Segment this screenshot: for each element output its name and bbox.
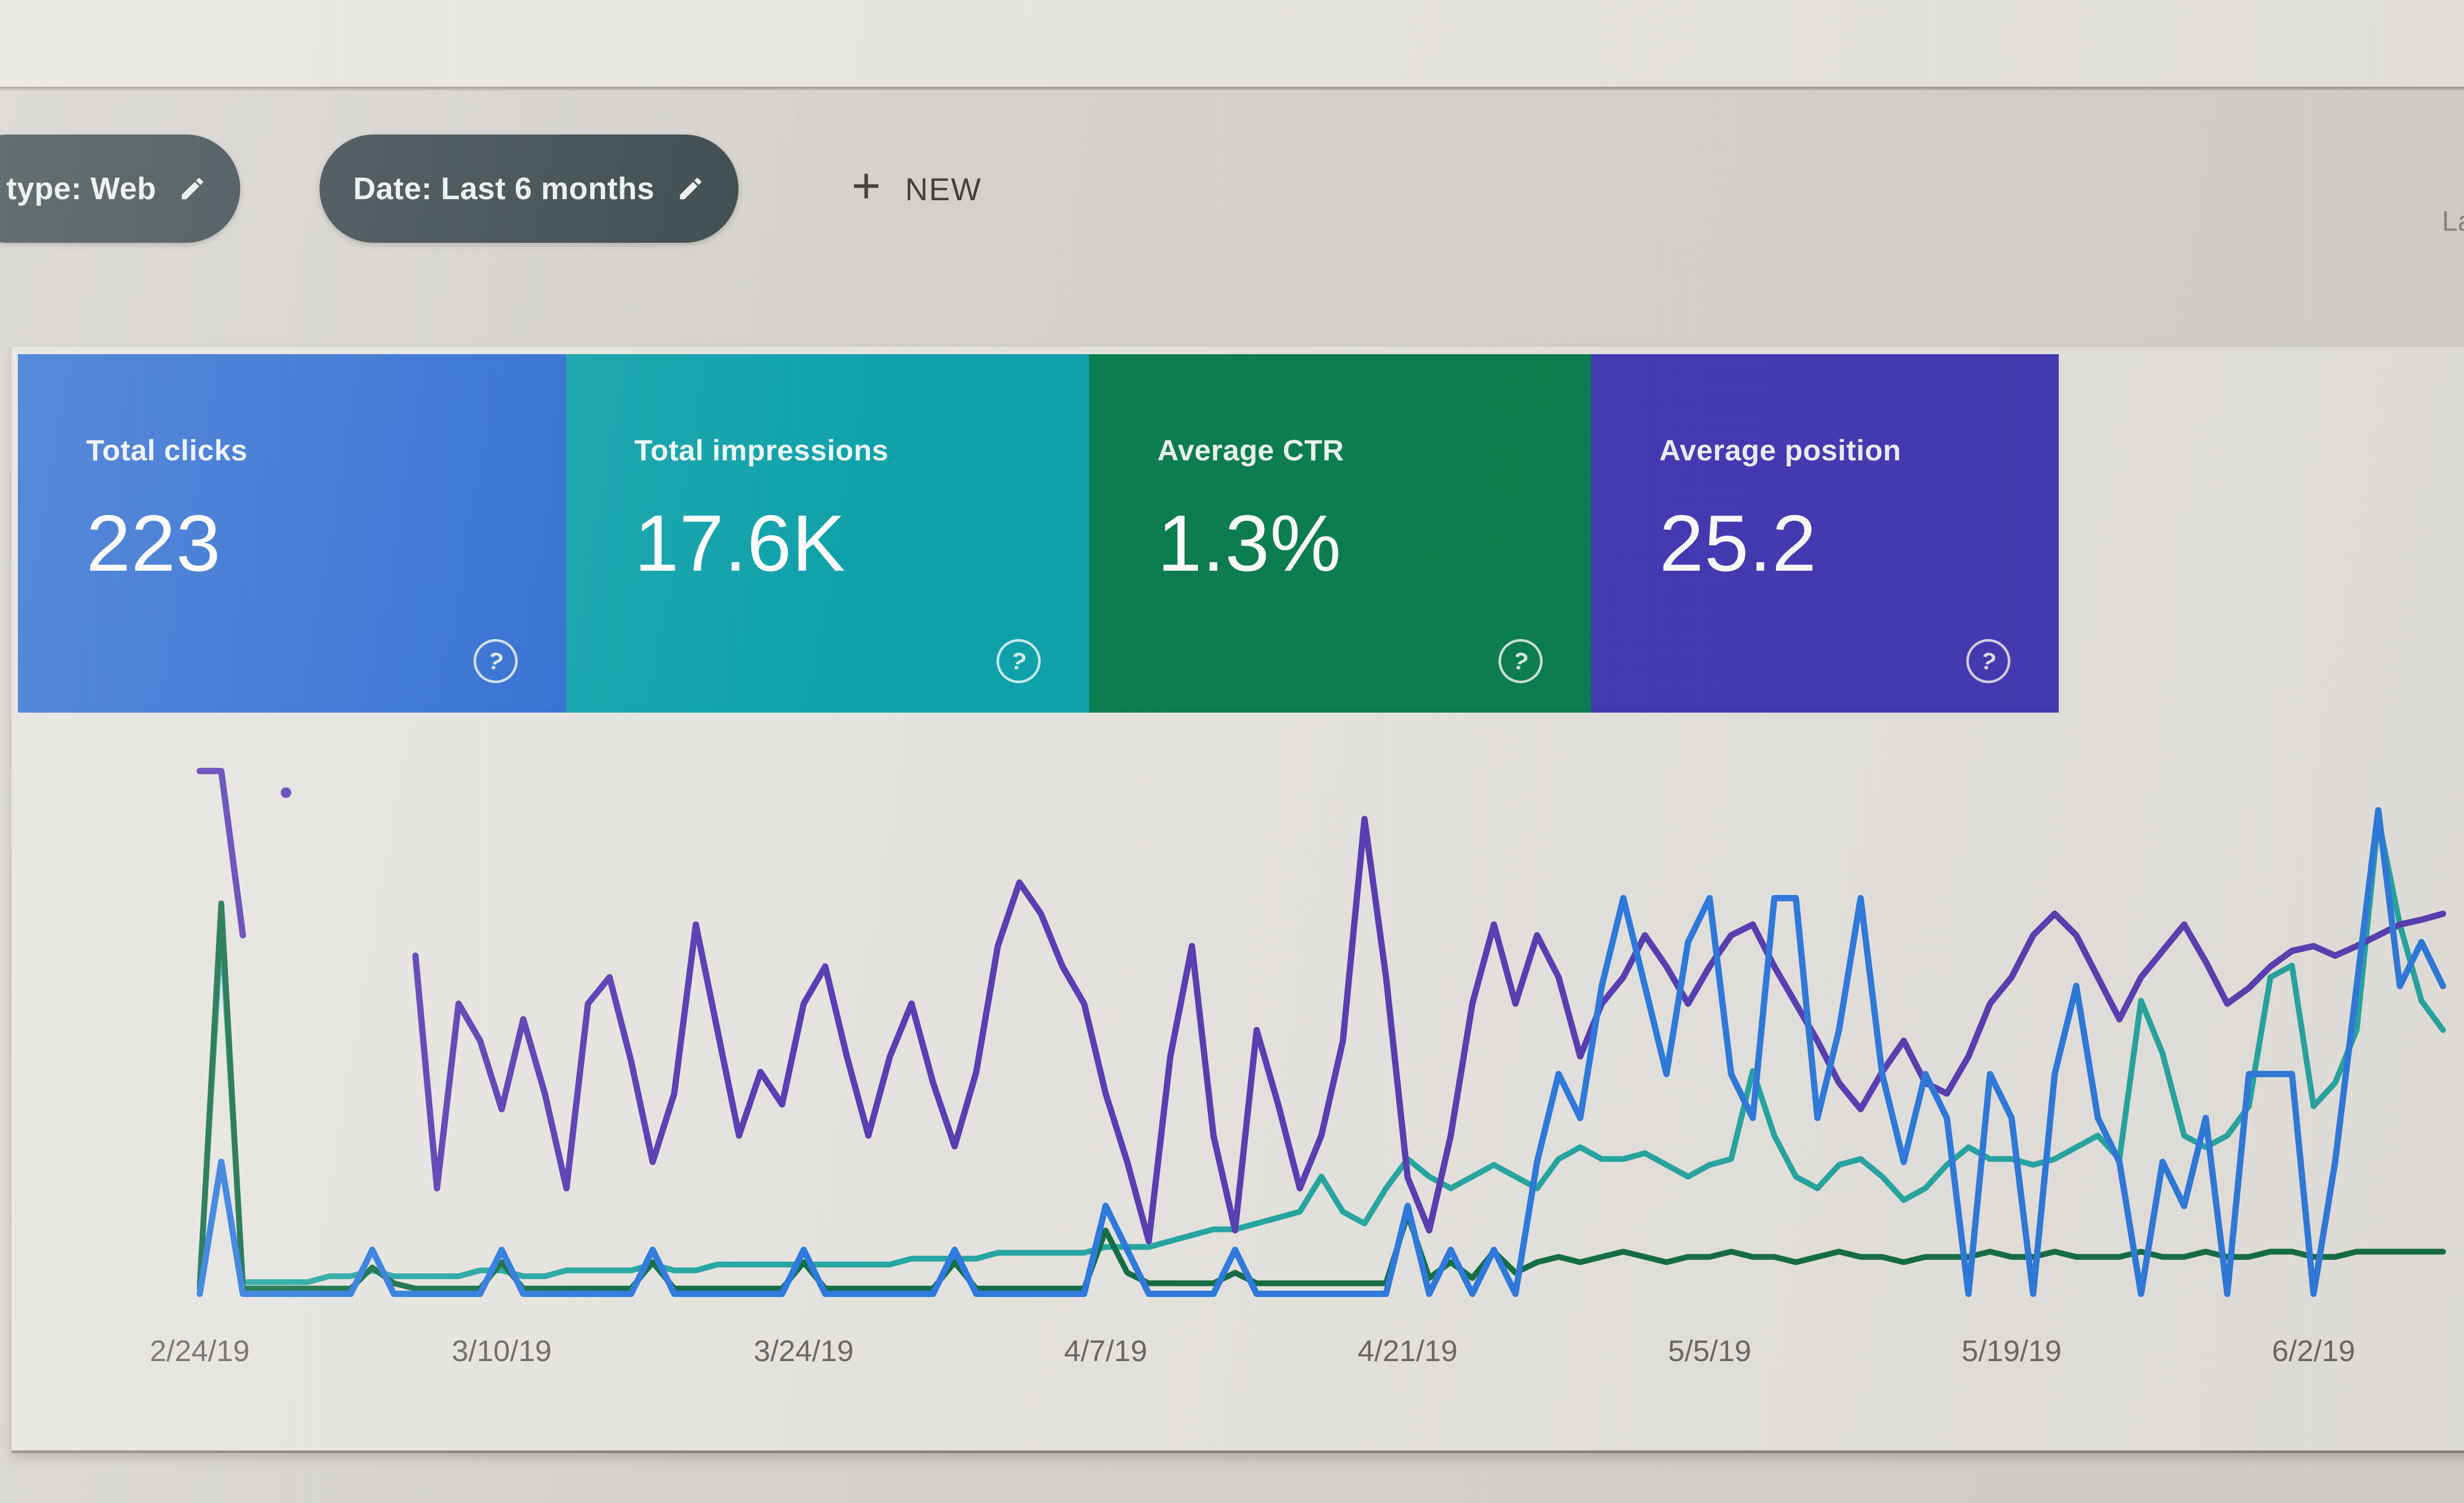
- total-clicks-label: Total clicks: [86, 434, 248, 467]
- search-type-chip-label: type: Web: [6, 171, 157, 206]
- x-tick-label-4/21/19: 4/21/19: [1358, 1334, 1458, 1368]
- date-chip-label: Date: Last 6 months: [353, 171, 655, 206]
- help-icon[interactable]: ?: [1962, 634, 2015, 688]
- total-clicks-card[interactable]: Total clicks 223 ?: [18, 354, 566, 713]
- line-position: [197, 768, 247, 939]
- metric-cards-row: Total clicks 223 ? Total impressions 17.…: [18, 354, 2059, 713]
- plus-icon: +: [851, 158, 881, 214]
- line-position-point: [281, 787, 292, 798]
- date-filter-chip[interactable]: Date: Last 6 months: [320, 135, 739, 243]
- bezel-highlight-strip: [0, 0, 2464, 87]
- top-divider-line: [0, 87, 2464, 90]
- line-clicks: [197, 807, 2446, 1297]
- average-position-label: Average position: [1659, 434, 1902, 467]
- x-tick-label-3/10/19: 3/10/19: [451, 1334, 552, 1368]
- average-position-card[interactable]: Average position 25.2 ?: [1591, 354, 2059, 713]
- average-position-value: 25.2: [1659, 499, 1817, 588]
- x-tick-label-5/5/19: 5/5/19: [1668, 1334, 1751, 1368]
- total-impressions-card[interactable]: Total impressions 17.6K ?: [566, 354, 1089, 713]
- line-impressions: [197, 816, 2446, 1285]
- x-tick-label-4/7/19: 4/7/19: [1064, 1334, 1147, 1368]
- x-axis-tick-labels: 2/24/19 3/10/19 3/24/19 4/7/19 4/21/19 5/5/19…: [150, 1334, 2449, 1376]
- search-type-filter-chip[interactable]: type: Web: [0, 135, 241, 243]
- x-tick-label-2/24/19: 2/24/19: [149, 1334, 250, 1368]
- x-tick-label-5/19/19: 5/19/19: [1962, 1334, 2062, 1368]
- help-icon[interactable]: ?: [1494, 634, 1547, 688]
- new-filter-button[interactable]: + NEW: [851, 158, 982, 221]
- total-clicks-value: 223: [86, 499, 221, 588]
- chart-canvas: [197, 768, 2446, 1297]
- average-ctr-value: 1.3%: [1157, 499, 1342, 588]
- help-icon[interactable]: ?: [992, 634, 1045, 688]
- performance-panel: Total clicks 223 ? Total impressions 17.…: [12, 347, 2464, 1453]
- help-icon[interactable]: ?: [469, 634, 522, 688]
- average-ctr-label: Average CTR: [1157, 434, 1344, 467]
- filter-toolbar: type: Web Date: Last 6 months + NEW La: [0, 126, 2464, 252]
- edit-pencil-icon: [178, 174, 207, 203]
- x-tick-label-3/24/19: 3/24/19: [753, 1334, 854, 1368]
- total-impressions-label: Total impressions: [634, 434, 889, 467]
- line-ctr: [197, 900, 2446, 1292]
- edit-pencil-icon: [676, 174, 705, 203]
- average-ctr-card[interactable]: Average CTR 1.3% ?: [1089, 354, 1591, 713]
- last-updated-partial-text: La: [2441, 205, 2464, 237]
- line-position: [412, 816, 2446, 1244]
- total-impressions-value: 17.6K: [634, 499, 846, 588]
- performance-line-chart[interactable]: [184, 757, 2449, 1298]
- x-tick-label-6/2/19: 6/2/19: [2272, 1334, 2356, 1368]
- new-button-label: NEW: [905, 171, 982, 207]
